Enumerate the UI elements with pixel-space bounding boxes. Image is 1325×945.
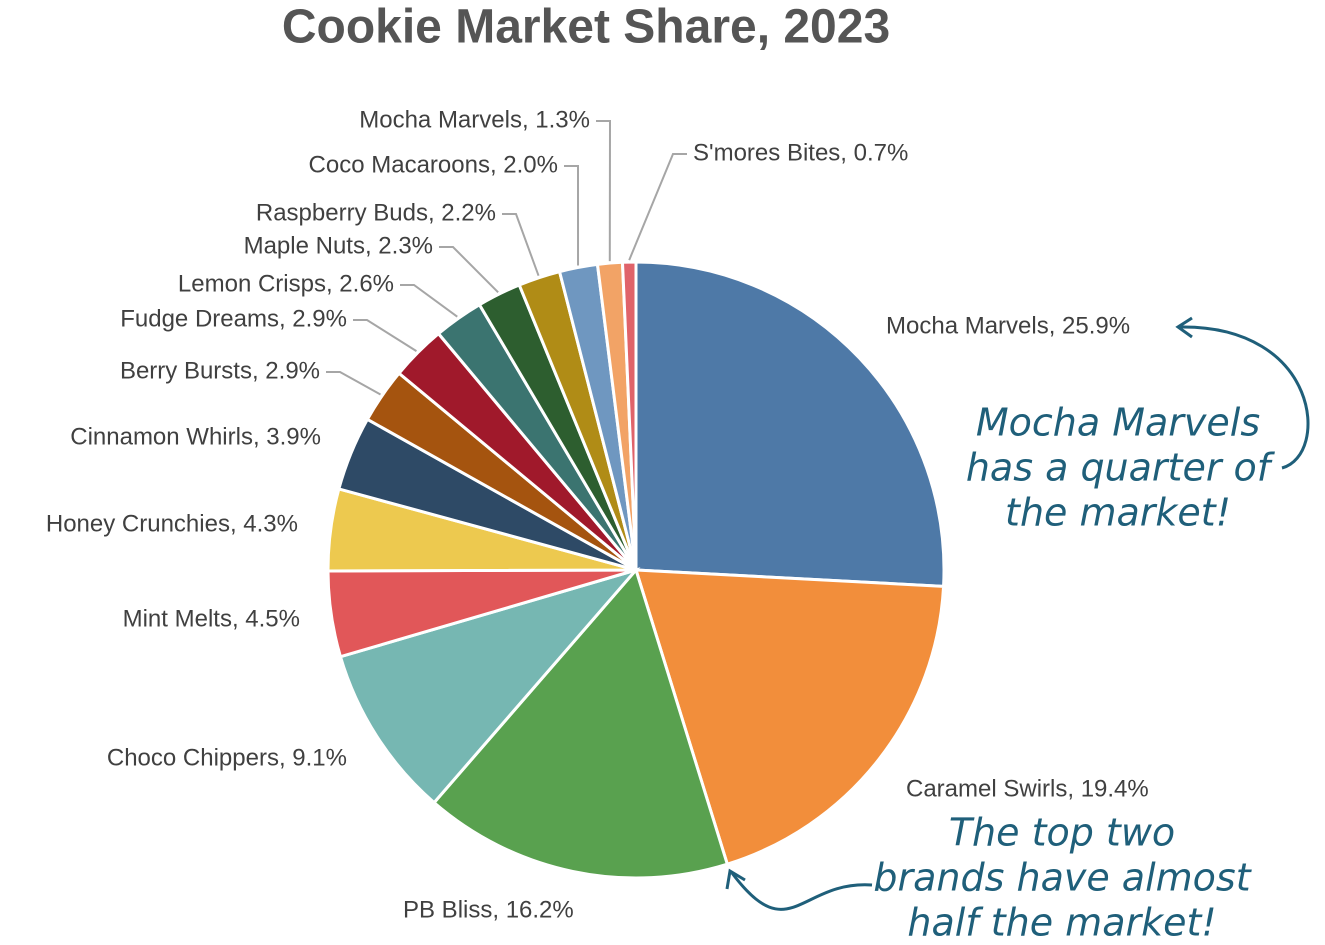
leader-line bbox=[564, 165, 580, 266]
leader-line bbox=[400, 284, 458, 318]
leader-line bbox=[628, 153, 687, 261]
pie-slice bbox=[633, 568, 946, 867]
pie-slice bbox=[634, 260, 946, 588]
pie-slice bbox=[338, 567, 641, 805]
arrow-head bbox=[725, 868, 746, 890]
data-label: Cinnamon Whirls, 3.9% bbox=[70, 423, 321, 450]
annotation: the market! bbox=[1005, 491, 1231, 535]
data-label: Berry Bursts, 2.9% bbox=[120, 357, 320, 384]
data-label: Lemon Crisps, 2.6% bbox=[178, 270, 394, 297]
arrow-head bbox=[1175, 316, 1193, 339]
pie-slice bbox=[431, 566, 730, 880]
data-label: Caramel Swirls, 19.4% bbox=[906, 775, 1149, 802]
data-label: Coco Macaroons, 2.0% bbox=[309, 151, 558, 178]
annotation: half the market! bbox=[907, 901, 1216, 945]
leader-line bbox=[353, 319, 417, 352]
data-label: PB Bliss, 16.2% bbox=[403, 896, 574, 923]
leader-line bbox=[326, 371, 381, 396]
data-label: Raspberry Buds, 2.2% bbox=[256, 199, 496, 226]
chart-title: Cookie Market Share, 2023 bbox=[282, 1, 890, 54]
annotation-arrow bbox=[1179, 325, 1310, 470]
leader-line bbox=[439, 246, 499, 294]
annotation: brands have almost bbox=[873, 856, 1252, 900]
data-label: Mint Melts, 4.5% bbox=[123, 605, 300, 632]
leader-line bbox=[502, 213, 540, 277]
data-label: Mocha Marvels, 1.3% bbox=[359, 106, 590, 133]
data-label: Choco Chippers, 9.1% bbox=[107, 744, 347, 771]
data-label: Fudge Dreams, 2.9% bbox=[120, 305, 347, 332]
data-label: S'mores Bites, 0.7% bbox=[693, 139, 908, 166]
data-label: Honey Crunchies, 4.3% bbox=[46, 510, 298, 537]
annotation: The top two bbox=[949, 811, 1175, 855]
data-label: Mocha Marvels, 25.9% bbox=[886, 312, 1130, 339]
annotation: Mocha Marvels bbox=[976, 401, 1260, 445]
leader-line bbox=[596, 120, 612, 262]
pie-slice bbox=[620, 260, 638, 571]
data-label: Maple Nuts, 2.3% bbox=[244, 232, 433, 259]
annotation: has a quarter of bbox=[966, 446, 1276, 490]
annotation-arrow bbox=[730, 872, 873, 911]
